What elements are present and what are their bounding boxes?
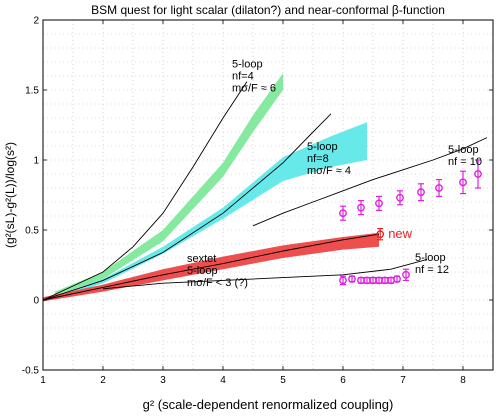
y-tick-label: 0	[33, 296, 39, 307]
x-tick-label: 8	[460, 375, 466, 386]
y-tick-label: 0.5	[25, 226, 39, 237]
magenta-upper-point	[396, 190, 404, 206]
point-marker	[375, 199, 383, 208]
point-marker	[417, 188, 425, 197]
point-marker	[393, 275, 401, 283]
curve-nf12	[102, 258, 428, 290]
magenta-upper-point	[375, 195, 383, 211]
point-marker	[435, 184, 443, 192]
point-marker	[357, 203, 365, 212]
curve-sextet	[42, 233, 380, 301]
magenta-upper-point	[435, 179, 443, 197]
y-axis-label: (g²(sL)-g²(L))/log(s²)	[3, 142, 17, 248]
theory-curves	[42, 81, 488, 301]
point-marker	[396, 193, 404, 202]
x-tick-label: 2	[100, 375, 106, 386]
red-new-point	[376, 228, 385, 241]
y-tick-label: 1	[33, 156, 39, 167]
new-point-label: new	[388, 226, 412, 241]
lattice-data-points	[339, 159, 482, 286]
point-marker	[376, 230, 385, 239]
point-marker	[474, 170, 482, 178]
magenta-lower-point	[402, 268, 410, 281]
bands	[43, 73, 379, 302]
curve-labels: 5-loop nf=4 mσ/F ≈ 6 5-loop nf=8 mσ/F ≈ 4 5-lo…	[187, 59, 482, 290]
magenta-upper-point	[357, 200, 365, 216]
x-tick-label: 7	[400, 375, 406, 386]
y-tick-label: 2	[33, 16, 39, 27]
label-nf10: 5-loop nf = 10	[448, 144, 482, 168]
magenta-lower-point	[339, 275, 347, 286]
magenta-upper-point	[417, 183, 425, 202]
label-nf12: 5-loop nf = 12	[415, 252, 449, 276]
x-tick-label: 1	[40, 375, 46, 386]
point-marker	[348, 275, 356, 283]
y-tick-label: 1.5	[25, 86, 39, 97]
ticks: 1 2 3 4 5 6 7 8 -0.5 0 0.5 1 1.5 2	[22, 16, 493, 386]
x-axis-label: g² (scale-dependent renormalized couplin…	[143, 397, 394, 412]
magenta-upper-point	[339, 205, 347, 221]
magenta-lower-point	[393, 275, 401, 283]
magenta-upper-point	[474, 159, 482, 189]
x-tick-label: 4	[220, 375, 226, 386]
chart-title: BSM quest for light scalar (dilaton?) an…	[91, 3, 445, 17]
x-tick-label: 5	[280, 375, 286, 386]
label-sextet: sextet 5-loop mσ/F < 3 (?)	[187, 253, 248, 289]
curve-nf4	[42, 81, 248, 301]
curve-nf8	[42, 113, 332, 301]
curve-nf10	[252, 137, 488, 227]
cyan-band	[55, 122, 367, 299]
point-marker	[402, 270, 410, 279]
point-marker	[459, 178, 467, 187]
x-tick-label: 6	[340, 375, 346, 386]
point-marker	[339, 276, 347, 285]
magenta-upper-point	[459, 170, 467, 195]
point-marker	[339, 209, 347, 218]
plot-frame	[42, 19, 494, 371]
label-nf8: 5-loop nf=8 mσ/F ≈ 4	[307, 141, 351, 177]
red-band	[43, 232, 379, 302]
magenta-lower-point	[348, 275, 356, 283]
label-nf4: 5-loop nf=4 mσ/F ≈ 6	[232, 59, 276, 95]
magenta-lower-point	[369, 276, 377, 285]
y-tick-label: -0.5	[22, 366, 40, 377]
x-tick-label: 3	[160, 375, 166, 386]
